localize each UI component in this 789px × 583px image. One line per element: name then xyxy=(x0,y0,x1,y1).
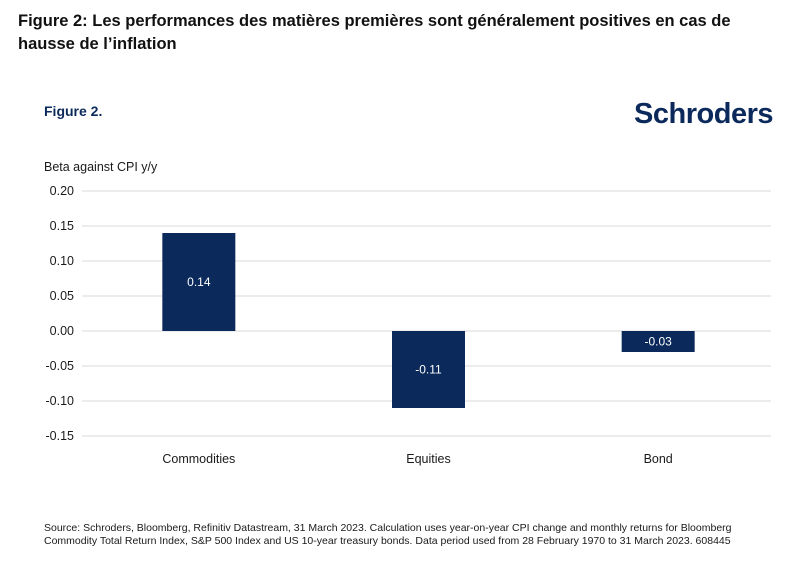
page-title: Figure 2: Les performances des matières … xyxy=(18,12,731,53)
source-note: Source: Schroders, Bloomberg, Refinitiv … xyxy=(44,522,732,547)
bar xyxy=(621,331,695,352)
y-axis-title: Beta against CPI y/y xyxy=(44,160,158,174)
bar xyxy=(162,233,236,331)
x-category-label: Bond xyxy=(644,452,673,466)
bar-value-label: -0.03 xyxy=(644,335,672,349)
y-tick-label: -0.10 xyxy=(46,394,75,408)
y-tick-label: -0.05 xyxy=(46,359,75,373)
x-category-label: Commodities xyxy=(162,452,235,466)
y-tick-label: 0.20 xyxy=(50,184,74,198)
y-tick-label: -0.15 xyxy=(46,429,75,443)
y-tick-label: 0.15 xyxy=(50,219,74,233)
bar-value-label: -0.11 xyxy=(415,363,442,377)
schroders-logo: Schroders xyxy=(634,98,773,130)
y-tick-label: 0.00 xyxy=(50,324,74,338)
y-tick-label: 0.10 xyxy=(50,254,74,268)
figure-label: Figure 2. xyxy=(44,103,103,119)
x-category-label: Equities xyxy=(406,452,450,466)
bar-value-label: 0.14 xyxy=(187,275,211,289)
y-tick-label: 0.05 xyxy=(50,289,74,303)
bar xyxy=(392,331,465,408)
